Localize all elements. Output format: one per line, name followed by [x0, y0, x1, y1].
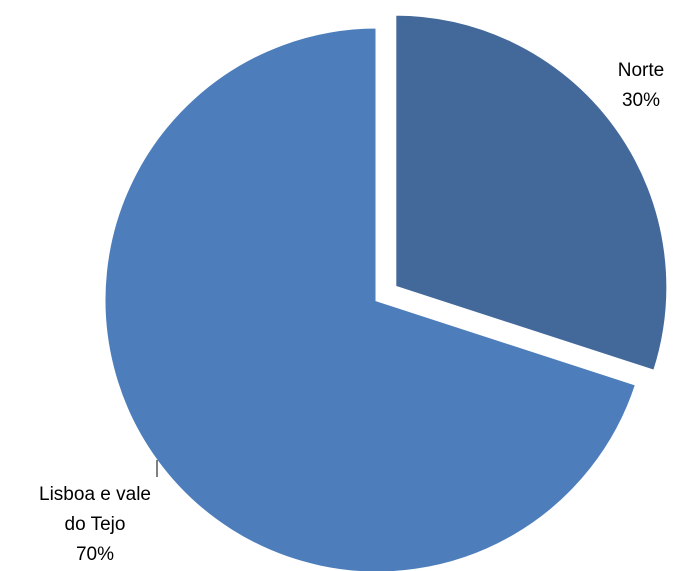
data-label-1-line-2: 70% — [76, 544, 114, 565]
data-label-0: Norte 30% — [618, 60, 664, 111]
pie-slice-lisboa-e-vale-do-tejo — [102, 25, 639, 571]
data-label-1-line-1: do Tejo — [65, 514, 126, 535]
pie-slice-norte — [393, 12, 670, 374]
pie-data-labels: Norte 30% Lisboa e vale do Tejo 70% — [39, 60, 664, 565]
data-label-0-line-1: 30% — [622, 90, 660, 111]
pie-slices — [102, 12, 670, 571]
data-label-1: Lisboa e vale do Tejo 70% — [39, 484, 151, 565]
data-label-1-line-0: Lisboa e vale — [39, 484, 151, 505]
data-label-0-line-0: Norte — [618, 60, 664, 81]
